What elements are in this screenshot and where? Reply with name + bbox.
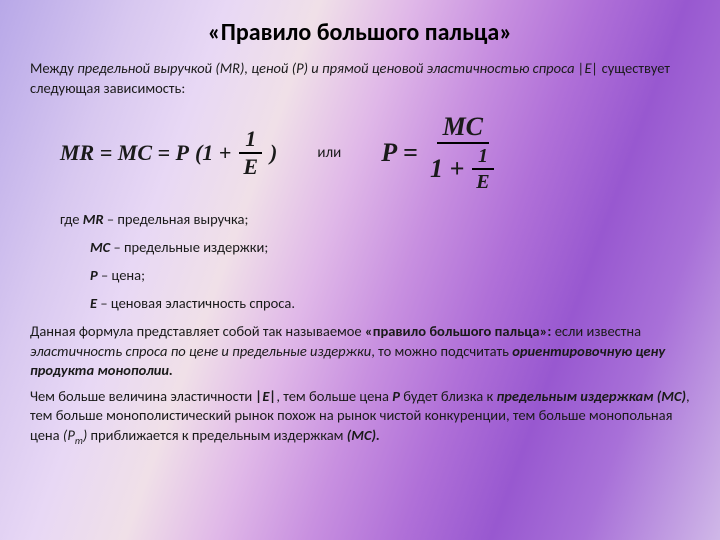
para-1: Данная формула представляет собой так на… (30, 322, 690, 381)
p2h-open: (P (63, 426, 75, 444)
p2h: (Pm) (63, 426, 87, 444)
p2a: Чем больше величина эластичности (30, 387, 256, 405)
p2j: (MC). (347, 426, 380, 444)
def-e: E – ценовая эластичность спроса. (90, 294, 690, 312)
p2hs: m (75, 434, 83, 447)
def-p: P – цена; (90, 266, 690, 284)
p1b: «правило большого пальца»: (365, 322, 555, 340)
f1-num: 1 (239, 128, 262, 154)
intro-em: предельной выручкой (MR), ценой (P) и пр… (77, 59, 601, 77)
f2-num: MC (437, 114, 489, 144)
def-mr-sym: MR (83, 210, 104, 228)
p2f: предельным издержкам (MC) (496, 387, 686, 405)
def-mc: MC – предельные издержки; (90, 238, 690, 256)
def-mr: где MR – предельная выручка; (60, 210, 690, 228)
formula-1: MR = MC = P (1 + 1 E ) (60, 128, 277, 178)
intro-prefix: Между (30, 59, 77, 77)
f2-eq: = (403, 138, 418, 168)
def-mr-text: – предельная выручка; (104, 210, 249, 228)
p1a: Данная формула представляет собой так на… (30, 322, 365, 340)
def-mc-text: – предельные издержки; (110, 238, 268, 256)
def-p-sym: P (90, 266, 98, 284)
f2-den-den: E (470, 170, 495, 192)
f1-open: (1 + (195, 140, 231, 166)
def-p-text: – цена; (98, 266, 145, 284)
or-label: или (317, 144, 341, 162)
p2b: |E| (256, 387, 277, 405)
para-2: Чем больше величина эластичности |E|, те… (30, 387, 690, 448)
f2-den-frac: 1 E (470, 146, 495, 192)
f1-close: ) (270, 140, 277, 166)
p2e: будет близка к (400, 387, 496, 405)
f2-den-a: 1 + (430, 156, 464, 182)
definitions: где MR – предельная выручка; MC – предел… (60, 210, 690, 312)
explanation: Данная формула представляет собой так на… (30, 322, 690, 447)
slide-title: «Правило большого пальца» (30, 18, 690, 47)
def-mc-sym: MC (90, 238, 110, 256)
p1d: эластичность спроса по цене и предельные… (30, 342, 371, 360)
f1-lhs: MR = MC = P (60, 140, 189, 166)
intro-text: Между предельной выручкой (MR), ценой (P… (30, 59, 690, 98)
def-where: где (60, 210, 83, 228)
def-e-text: – ценовая эластичность спроса. (97, 294, 295, 312)
f2-den: 1 + 1 E (424, 144, 502, 192)
f2-frac: MC 1 + 1 E (424, 114, 502, 192)
f1-frac: 1 E (237, 128, 264, 178)
f1-den: E (237, 154, 264, 178)
p2d: P (392, 387, 400, 405)
formula-2: P = MC 1 + 1 E (381, 114, 501, 192)
f2-den-num: 1 (472, 146, 494, 170)
f2-lhs: P (381, 138, 397, 168)
p1e: , то можно подсчитать (371, 342, 512, 360)
p1c: если известна (555, 322, 641, 340)
p2i: приближается к предельным издержкам (87, 426, 347, 444)
formula-row: MR = MC = P (1 + 1 E ) или P = MC 1 + 1 … (60, 114, 690, 192)
p2c: , тем больше цена (276, 387, 392, 405)
